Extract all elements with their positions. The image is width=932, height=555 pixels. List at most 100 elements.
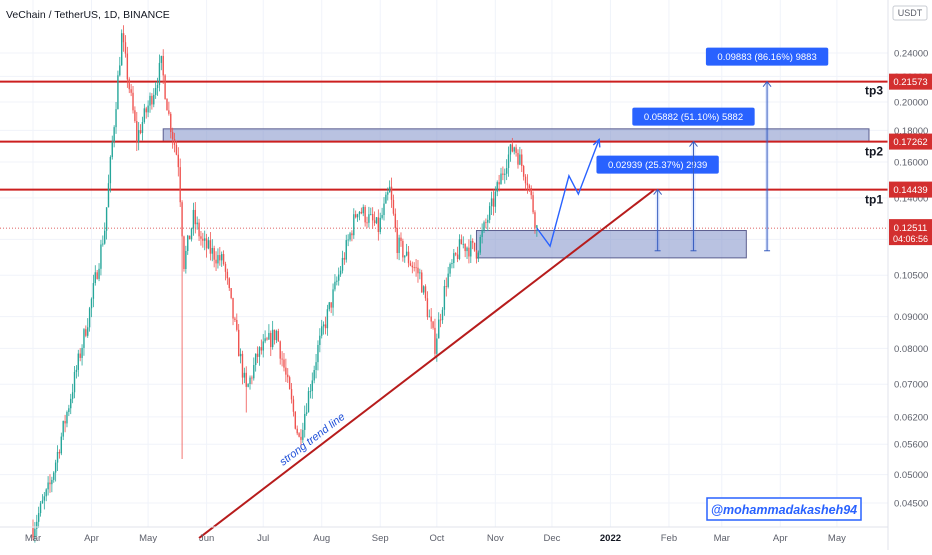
x-tick-label: May	[139, 533, 157, 544]
candle-body	[43, 496, 46, 501]
candle-body	[230, 288, 232, 299]
trendline-group: strong trend line	[198, 189, 655, 539]
candle-body	[447, 273, 449, 287]
candle-body	[468, 247, 470, 257]
candle-body	[262, 341, 264, 351]
candle-body	[156, 84, 159, 89]
candle-body	[351, 233, 353, 236]
y-tick-label: 0.05600	[894, 440, 928, 451]
candle-body	[305, 412, 308, 414]
candle-body	[260, 347, 263, 351]
candle-body	[400, 237, 402, 241]
candle-body	[307, 391, 310, 413]
y-tick-label: 0.20000	[894, 98, 928, 109]
candle-body	[213, 247, 215, 260]
candle-body	[45, 489, 47, 497]
candle-body	[479, 236, 481, 253]
current-price-text: 0.12511	[894, 223, 928, 234]
candle-body	[381, 215, 383, 218]
candle-body	[66, 412, 68, 424]
x-tick-label: Aug	[313, 533, 330, 544]
candle-body	[224, 263, 227, 272]
candle-body	[290, 389, 293, 400]
candle-body	[47, 482, 49, 490]
candle-body	[190, 228, 193, 240]
candle-body	[334, 281, 336, 290]
candle-body	[532, 195, 534, 213]
zone-buy[interactable]	[475, 230, 747, 259]
candle-body	[162, 55, 164, 76]
candle-body	[207, 240, 210, 249]
candle-body	[204, 238, 206, 241]
zone-resistance[interactable]	[162, 128, 870, 143]
candle-body	[239, 353, 242, 357]
candle-body	[177, 154, 180, 168]
projection-path[interactable]	[536, 139, 600, 248]
candle-body	[451, 263, 453, 265]
current-price-badge	[889, 219, 932, 246]
candle-body	[181, 202, 183, 237]
candle-body	[519, 154, 521, 165]
candle-body	[62, 421, 64, 437]
candle-body	[258, 347, 261, 357]
candle-body	[455, 253, 457, 255]
y-tick-label: 0.14000	[894, 193, 928, 204]
candles	[32, 25, 538, 543]
candle-body	[134, 110, 136, 122]
countdown-text: 04:06:56	[893, 234, 928, 244]
candle-body	[409, 263, 412, 266]
candle-body	[288, 377, 291, 390]
candle-body	[36, 521, 38, 529]
candle-body	[436, 338, 438, 354]
candle-body	[421, 272, 423, 293]
candle-body	[160, 55, 163, 63]
candle-body	[388, 186, 391, 193]
currency-box[interactable]	[892, 5, 928, 21]
labels: tp3 tp2 tp1 0.21573 0.17262 0.14439 0.1251104:…	[706, 73, 932, 521]
candle-body	[111, 141, 113, 158]
candle-body	[324, 324, 327, 329]
x-tick-label: Mar	[25, 533, 41, 544]
candle-body	[292, 399, 295, 412]
candle-body	[492, 198, 495, 207]
level-label-tp3: tp3	[865, 84, 883, 98]
x-tick-label: May	[828, 533, 846, 544]
candle-body	[245, 372, 247, 387]
candle-body	[509, 144, 512, 155]
candle-body	[183, 236, 185, 269]
candle-body	[122, 33, 125, 43]
candle-body	[356, 214, 359, 218]
candle-body	[296, 428, 298, 434]
candle-body	[294, 411, 297, 429]
candle-body	[149, 95, 151, 106]
candle-body	[154, 88, 157, 95]
candle-body	[219, 255, 221, 261]
candle-body	[456, 254, 459, 259]
candle-body	[392, 199, 395, 214]
x-tick-label: Jul	[257, 533, 269, 544]
candle-body	[524, 176, 527, 184]
candle-body	[328, 302, 330, 310]
candle-body	[270, 332, 272, 348]
candle-body	[515, 147, 517, 153]
candle-body	[124, 42, 127, 54]
candle-body	[526, 183, 529, 186]
candle-body	[217, 255, 219, 264]
candle-body	[528, 185, 531, 188]
candle-body	[34, 528, 36, 538]
candle-body	[315, 362, 317, 371]
measure-arrow	[653, 188, 663, 195]
candle-body	[443, 286, 446, 310]
candle-body	[349, 233, 351, 240]
trendline[interactable]	[198, 189, 655, 539]
candle-body	[137, 130, 140, 142]
candle-body	[83, 329, 85, 348]
candle-body	[287, 374, 289, 378]
candle-body	[37, 513, 40, 522]
candle-body	[192, 209, 195, 229]
candle-body	[504, 173, 506, 175]
candle-body	[139, 130, 142, 133]
measure-badge	[596, 155, 719, 174]
price-badge-text: 0.17262	[893, 137, 927, 148]
